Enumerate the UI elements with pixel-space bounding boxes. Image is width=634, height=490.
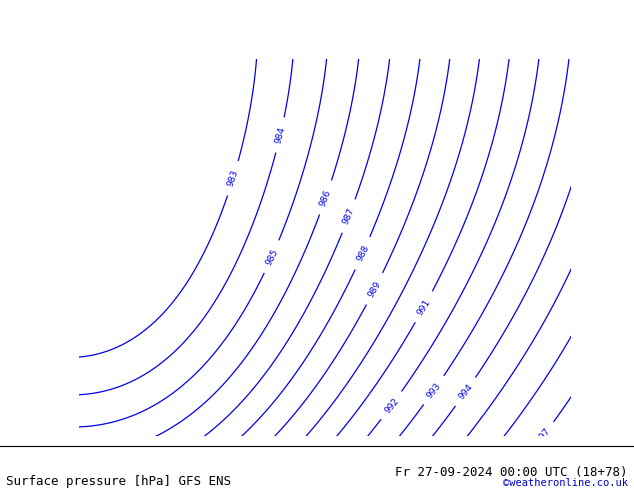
Text: Surface pressure [hPa] GFS ENS: Surface pressure [hPa] GFS ENS: [6, 474, 231, 488]
Text: 991: 991: [415, 297, 432, 317]
Text: 989: 989: [366, 279, 383, 298]
Text: ©weatheronline.co.uk: ©weatheronline.co.uk: [503, 478, 628, 488]
Text: 998: 998: [541, 471, 559, 490]
Text: 997: 997: [534, 426, 552, 445]
Text: 987: 987: [341, 206, 356, 226]
Text: 995: 995: [446, 441, 465, 461]
Text: 985: 985: [264, 247, 280, 267]
Text: Fr 27-09-2024 00:00 UTC (18+78): Fr 27-09-2024 00:00 UTC (18+78): [395, 466, 628, 479]
Text: 988: 988: [354, 244, 370, 263]
Text: 994: 994: [456, 382, 474, 401]
Text: 999: 999: [585, 471, 604, 490]
Text: 984: 984: [274, 125, 287, 145]
Text: 996: 996: [474, 454, 492, 472]
Text: 983: 983: [226, 169, 240, 188]
Text: 990: 990: [244, 478, 264, 490]
Text: 992: 992: [382, 396, 401, 415]
Text: 986: 986: [318, 188, 333, 207]
Text: 993: 993: [425, 381, 443, 400]
